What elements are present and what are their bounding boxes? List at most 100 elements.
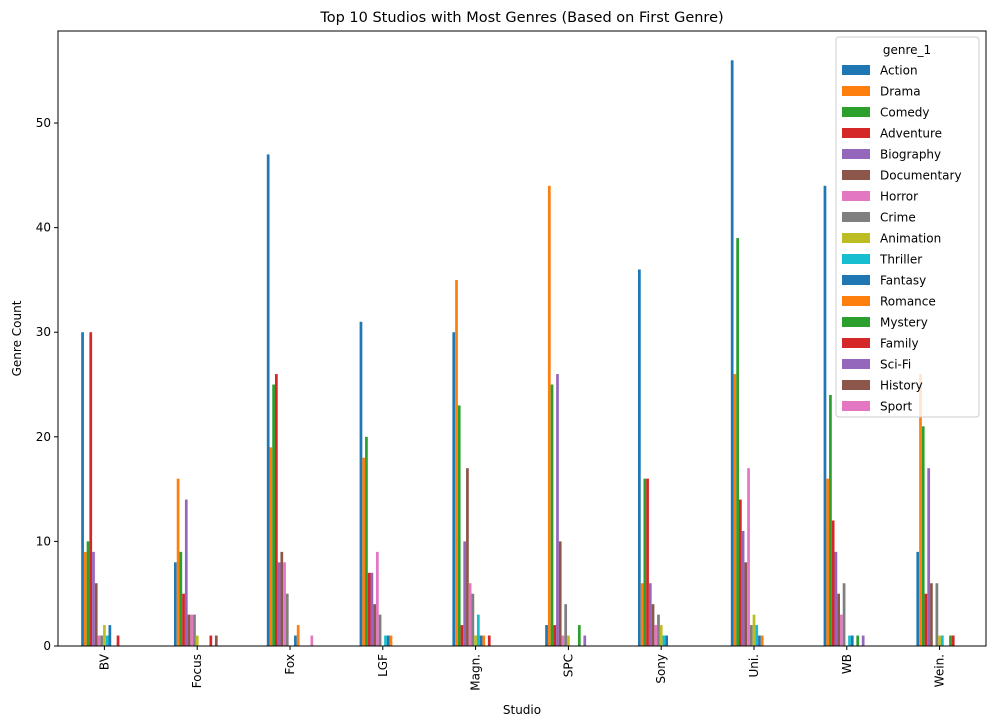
- bar: [193, 614, 196, 646]
- legend-swatch: [842, 380, 870, 390]
- bar: [861, 635, 865, 646]
- bar: [553, 625, 557, 646]
- legend-item-label: Thriller: [879, 253, 922, 267]
- legend-swatch: [842, 254, 870, 264]
- bar: [457, 405, 461, 646]
- legend-item-label: History: [880, 379, 923, 393]
- legend-swatch: [842, 296, 870, 306]
- bar: [935, 583, 939, 646]
- bar: [556, 374, 559, 646]
- y-tick-label: 50: [36, 116, 51, 130]
- bar: [455, 279, 458, 646]
- bar: [842, 583, 846, 646]
- bar: [856, 635, 860, 646]
- legend-swatch: [842, 65, 870, 75]
- plot-frame: [57, 30, 987, 647]
- bar: [487, 635, 491, 646]
- bar: [744, 562, 748, 646]
- bar: [83, 551, 87, 646]
- bar: [373, 604, 376, 646]
- bar: [567, 635, 570, 646]
- bar: [92, 551, 95, 646]
- bar: [89, 332, 93, 646]
- bar: [103, 625, 106, 646]
- bar: [378, 614, 382, 646]
- bar: [834, 551, 838, 646]
- legend-item-label: Sport: [880, 400, 913, 414]
- bar: [558, 541, 562, 646]
- bar: [285, 593, 289, 646]
- bar: [940, 635, 944, 646]
- bar: [370, 572, 374, 646]
- bar: [927, 468, 931, 646]
- y-tick-label: 20: [36, 430, 51, 444]
- bar: [651, 604, 655, 646]
- legend-swatch: [842, 128, 870, 138]
- bar: [310, 635, 314, 646]
- y-tick-label: 0: [43, 639, 51, 653]
- bar: [174, 562, 177, 646]
- bar: [550, 384, 554, 646]
- bar: [733, 374, 737, 646]
- bar: [930, 583, 933, 646]
- x-tick-label: Focus: [190, 654, 204, 688]
- bar: [659, 625, 663, 646]
- bar: [274, 374, 278, 646]
- x-tick-label: Uni.: [747, 654, 761, 678]
- bar: [277, 562, 281, 646]
- bar: [831, 520, 835, 646]
- bar: [97, 635, 101, 646]
- bar: [916, 551, 920, 646]
- bar: [949, 635, 952, 646]
- x-tick-label: LGF: [376, 654, 390, 677]
- legend-swatch: [842, 401, 870, 411]
- bar: [736, 238, 739, 646]
- bar: [94, 583, 98, 646]
- bar: [460, 625, 464, 646]
- bar: [190, 614, 194, 646]
- legend-swatch: [842, 149, 870, 159]
- y-tick-label: 40: [36, 221, 51, 235]
- bar: [116, 635, 120, 646]
- legend-item-label: Biography: [880, 148, 941, 162]
- y-tick-label: 10: [36, 534, 51, 548]
- legend-item-label: Sci-Fi: [880, 358, 911, 372]
- bar: [654, 625, 658, 646]
- bar: [752, 614, 756, 646]
- x-tick-label: Wein.: [933, 654, 947, 687]
- bar: [269, 447, 273, 646]
- x-tick-label: BV: [97, 653, 111, 670]
- bar: [583, 635, 587, 646]
- legend-swatch: [842, 107, 870, 117]
- bar: [359, 321, 363, 646]
- legend-item-label: Horror: [880, 190, 918, 204]
- bar: [747, 468, 750, 646]
- bar: [176, 478, 180, 646]
- bar: [474, 635, 477, 646]
- x-tick-label: SPC: [561, 654, 575, 677]
- bar: [648, 583, 652, 646]
- bar: [187, 614, 191, 646]
- legend-item-label: Family: [880, 337, 919, 351]
- bar: [209, 635, 213, 646]
- bar: [466, 468, 469, 646]
- bar: [272, 384, 275, 646]
- bar: [640, 583, 644, 646]
- bar: [375, 551, 379, 646]
- bars-layer: [81, 60, 955, 647]
- bar: [643, 478, 647, 646]
- bar: [924, 593, 928, 646]
- x-tick-label: Sony: [654, 654, 668, 684]
- legend-frame: [835, 36, 980, 418]
- legend-swatch: [842, 212, 870, 222]
- legend-swatch: [842, 338, 870, 348]
- legend-item-label: Animation: [880, 232, 941, 246]
- legend-swatch: [842, 359, 870, 369]
- legend-title: genre_1: [883, 43, 931, 57]
- x-tick-label: Fox: [283, 654, 297, 675]
- legend-item-label: Comedy: [880, 106, 930, 120]
- bar: [638, 269, 641, 646]
- bar: [81, 332, 84, 646]
- legend-swatch: [842, 191, 870, 201]
- bar: [951, 635, 955, 646]
